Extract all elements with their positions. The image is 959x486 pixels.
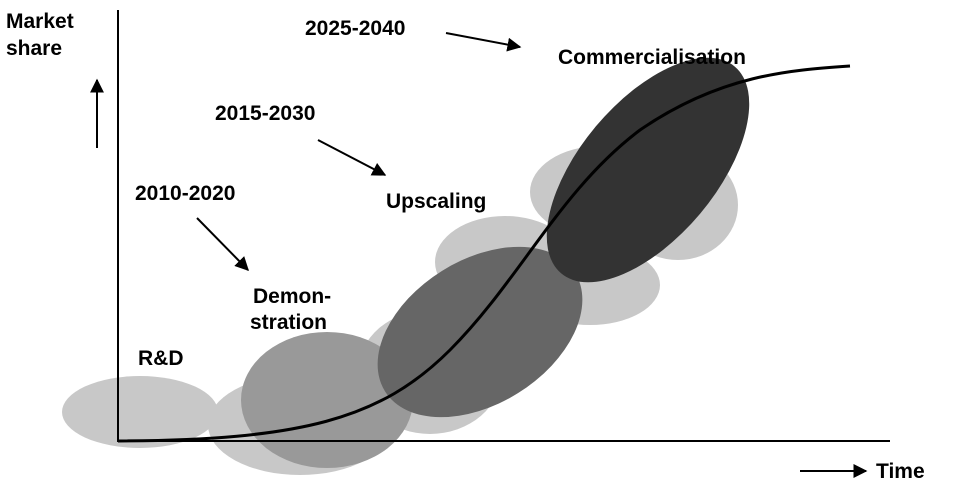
- upscaling-blob: [377, 246, 583, 418]
- s-curve: [117, 64, 851, 443]
- y-axis-label: Market: [6, 10, 74, 33]
- commercialisation-blob: [546, 57, 750, 283]
- stage-label: stration: [250, 311, 327, 334]
- period-label: 2015-2030: [215, 102, 315, 125]
- axes: [90, 10, 890, 478]
- period-arrows: [196, 32, 522, 271]
- period-label: 2010-2020: [135, 182, 235, 205]
- x-axis-label: Time: [876, 460, 925, 483]
- stage-label: Demon-: [253, 285, 331, 308]
- demonstration-blob: [241, 332, 413, 468]
- stage-label: Commercialisation: [558, 46, 746, 69]
- stage-label: R&D: [138, 347, 184, 370]
- y-axis-label: share: [6, 37, 62, 60]
- stage-label: Upscaling: [386, 190, 486, 213]
- period-label: 2025-2040: [305, 17, 405, 40]
